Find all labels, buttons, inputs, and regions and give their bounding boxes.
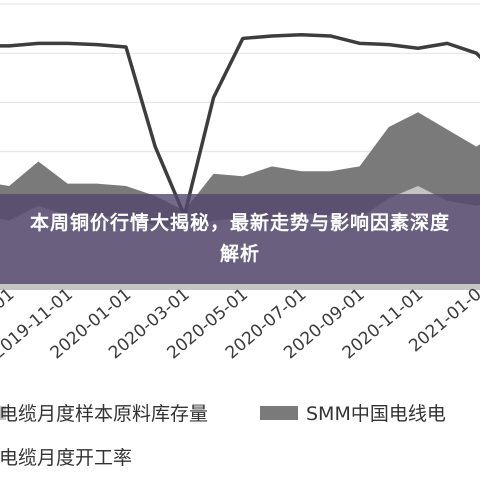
x-axis-tick-labels: 09-012019-11-012020-01-012020-03-012020-… [0,285,480,364]
legend-label-inventory: 电缆月度样本原料库存量 [0,403,208,425]
legend-swatch-inventory [0,406,6,420]
legend-label-smm: SMM中国电线电 [306,403,446,425]
legend: 电缆月度样本原料库存量 SMM中国电线电 电缆月度开工率 [0,403,446,469]
legend-label-operating-rate: 电缆月度开工率 [0,447,132,469]
banner-title: 本周铜价行情大揭秘，最新走势与影响因素深度解析 [30,212,451,265]
line-operating-rate [0,33,480,218]
line-series [0,33,480,218]
title-banner: 本周铜价行情大揭秘，最新走势与影响因素深度解析 [0,194,480,284]
legend-swatch-smm [260,406,298,420]
